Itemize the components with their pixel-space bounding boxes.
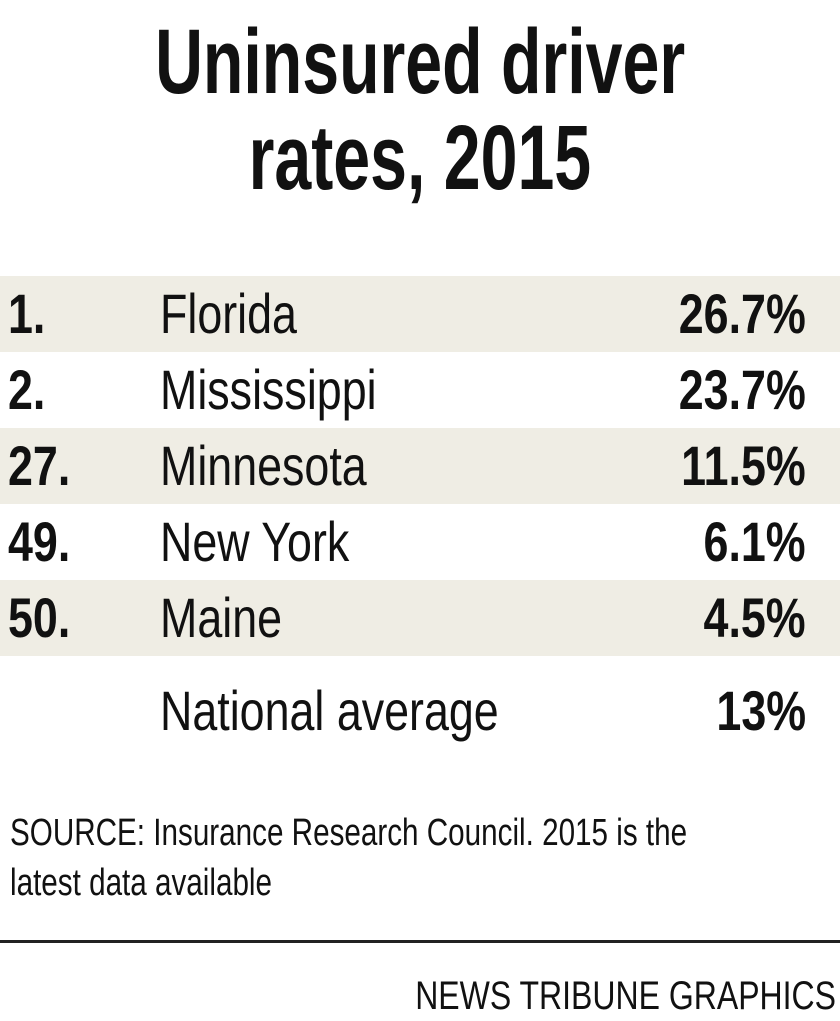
rate: 11.5% <box>681 434 806 497</box>
national-average-label: National average <box>160 679 499 742</box>
state: New York <box>160 510 350 573</box>
rank: 27. <box>8 434 71 497</box>
table-row: 2. Mississippi 23.7% <box>0 352 840 428</box>
rate: 6.1% <box>703 510 806 573</box>
table-row: 49. New York 6.1% <box>0 504 840 580</box>
state: Mississippi <box>160 358 377 421</box>
national-average-row: National average 13% <box>0 656 840 756</box>
rank: 1. <box>8 282 46 345</box>
title-line-1: Uninsured driver <box>154 11 686 113</box>
table-row: 1. Florida 26.7% <box>0 276 840 352</box>
source-line-1: SOURCE: Insurance Research Council. 2015… <box>10 812 688 854</box>
title-line-2: rates, 2015 <box>248 107 592 209</box>
rates-table: 1. Florida 26.7% 2. Mississippi 23.7% 27… <box>0 276 840 756</box>
rate: 26.7% <box>678 282 806 345</box>
state: Minnesota <box>160 434 367 497</box>
rank: 2. <box>8 358 46 421</box>
source-line-2: latest data available <box>10 862 273 904</box>
rank: 50. <box>8 586 71 649</box>
source-note: SOURCE: Insurance Research Council. 2015… <box>10 808 790 908</box>
rate: 23.7% <box>678 358 806 421</box>
table-row: 27. Minnesota 11.5% <box>0 428 840 504</box>
state: Florida <box>160 282 297 345</box>
divider <box>0 940 840 943</box>
state: Maine <box>160 586 283 649</box>
national-average-rate: 13% <box>716 679 806 742</box>
rate: 4.5% <box>703 586 806 649</box>
chart-title: Uninsured driver rates, 2015 <box>0 14 840 206</box>
rank: 49. <box>8 510 71 573</box>
graphics-credit: NEWS TRIBUNE GRAPHICS <box>415 974 836 1018</box>
table-row: 50. Maine 4.5% <box>0 580 840 656</box>
